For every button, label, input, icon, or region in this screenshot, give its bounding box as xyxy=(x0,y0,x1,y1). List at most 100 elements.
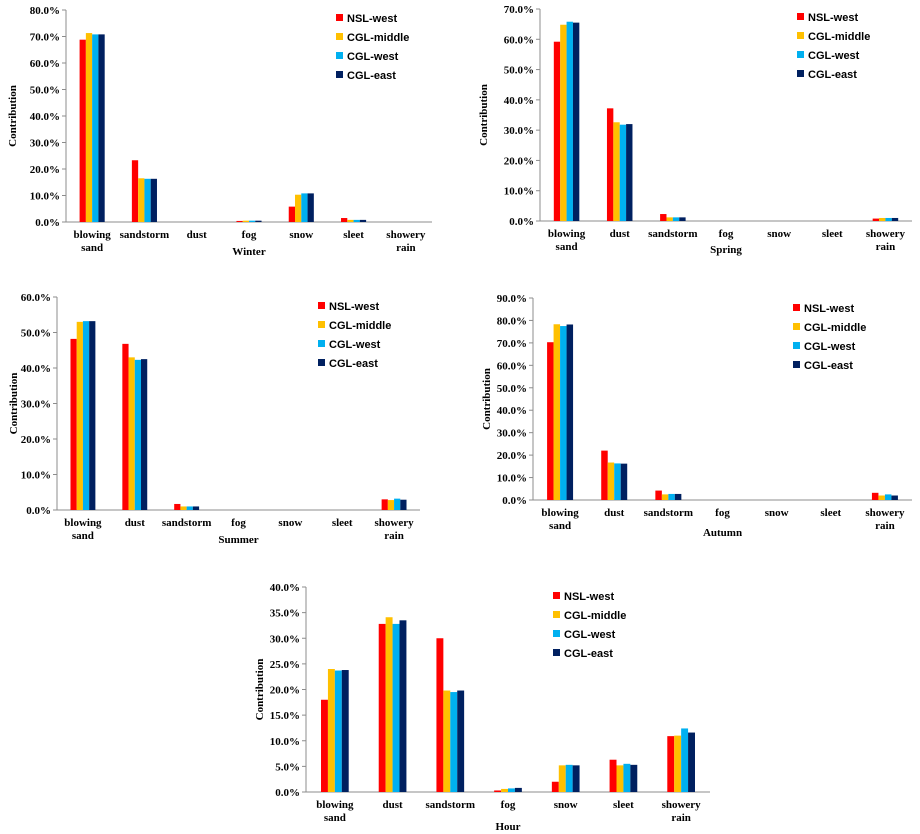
y-tick-label: 20.0% xyxy=(497,450,527,462)
y-tick-label: 0.0% xyxy=(509,216,534,228)
y-tick-label: 5.0% xyxy=(275,761,300,773)
bar-cgl-west-1 xyxy=(619,124,627,221)
legend-swatch-nsl-west xyxy=(797,13,804,20)
bar-cgl-middle-0 xyxy=(560,24,567,222)
chart-panel-1: 0.0% 10.0% 20.0% 30.0% 40.0% 50.0% 60.0% 70.0% C… xyxy=(478,4,912,256)
bar-cgl-east-3 xyxy=(255,220,262,222)
x-tick-label: sandstorm xyxy=(162,517,212,529)
bar-cgl-middle-3 xyxy=(242,220,249,222)
bar-cgl-middle-6 xyxy=(878,495,885,500)
y-tick-label: 50.0% xyxy=(21,328,51,340)
y-tick-label: 40.0% xyxy=(30,111,60,123)
bar-nsl-west-6 xyxy=(381,499,388,510)
x-tick-label: showery rain xyxy=(865,507,905,532)
x-tick-label: dust xyxy=(125,517,146,529)
legend-label-cgl-middle: CGL-middle xyxy=(347,32,409,44)
chart-panel-4: 0.0% 5.0% 10.0% 15.0% 20.0% 25.0% 30.0% 35.0% 40… xyxy=(254,582,710,833)
bar-cgl-west-0 xyxy=(560,326,567,500)
bar-cgl-middle-1 xyxy=(128,357,135,510)
bar-cgl-east-1 xyxy=(399,620,407,792)
bar-cgl-west-0 xyxy=(334,670,342,792)
x-tick-label: fog xyxy=(715,507,730,519)
legend-swatch-cgl-west xyxy=(318,340,325,347)
x-tick-label: blowing sand xyxy=(548,228,586,253)
y-tick-label: 10.0% xyxy=(21,470,51,482)
bar-cgl-east-2 xyxy=(192,506,200,510)
legend-label-cgl-east: CGL-east xyxy=(347,70,396,82)
bar-cgl-west-5 xyxy=(623,763,631,792)
legend-label-cgl-east: CGL-east xyxy=(804,360,853,372)
bar-nsl-west-4 xyxy=(288,206,296,222)
bar-cgl-west-2 xyxy=(450,692,458,792)
legend-swatch-cgl-middle xyxy=(553,611,560,618)
x-tick-label: dust xyxy=(187,229,208,241)
chart-panel-0: 0.0% 10.0% 20.0% 30.0% 40.0% 50.0% 60.0% 70.0% 8… xyxy=(7,5,432,258)
legend-label-cgl-west: CGL-west xyxy=(564,629,616,641)
x-tick-label: snow xyxy=(289,229,313,241)
bar-cgl-middle-1 xyxy=(607,462,615,500)
bar-nsl-west-2 xyxy=(436,638,444,792)
y-tick-label: 40.0% xyxy=(270,582,300,594)
bar-nsl-west-6 xyxy=(872,218,880,221)
legend-swatch-cgl-west xyxy=(553,630,560,637)
bar-cgl-east-5 xyxy=(359,219,367,222)
x-tick-label: fog xyxy=(242,229,257,241)
bar-cgl-east-0 xyxy=(89,321,96,510)
bar-nsl-west-6 xyxy=(667,736,675,792)
bar-nsl-west-3 xyxy=(236,220,243,222)
y-axis-title: Contribution xyxy=(481,368,493,430)
y-tick-label: 40.0% xyxy=(504,95,534,107)
bar-cgl-west-0 xyxy=(566,21,573,221)
bar-cgl-west-3 xyxy=(249,220,256,222)
legend-swatch-nsl-west xyxy=(553,592,560,599)
legend-swatch-cgl-east xyxy=(318,359,325,366)
bar-nsl-west-0 xyxy=(553,41,561,221)
bar-nsl-west-0 xyxy=(547,342,554,500)
legend-swatch-cgl-west xyxy=(797,51,804,58)
bar-cgl-east-6 xyxy=(891,495,898,500)
legend-label-cgl-east: CGL-east xyxy=(329,358,378,370)
legend-swatch-cgl-west xyxy=(793,342,800,349)
y-tick-label: 60.0% xyxy=(497,360,527,372)
y-tick-label: 25.0% xyxy=(270,659,300,671)
bar-cgl-east-0 xyxy=(566,324,574,500)
legend-label-cgl-west: CGL-west xyxy=(347,51,399,63)
bar-cgl-east-1 xyxy=(141,359,148,510)
bar-nsl-west-1 xyxy=(601,450,608,500)
bar-nsl-west-5 xyxy=(341,218,348,222)
bar-cgl-middle-5 xyxy=(616,765,624,792)
legend-swatch-cgl-east xyxy=(797,70,804,77)
y-tick-label: 35.0% xyxy=(270,608,300,620)
bar-cgl-west-6 xyxy=(884,494,892,500)
bar-nsl-west-0 xyxy=(79,39,86,223)
legend-label-nsl-west: NSL-west xyxy=(564,591,614,603)
y-tick-label: 20.0% xyxy=(504,155,534,167)
chart-panel-3: 0.0% 10.0% 20.0% 30.0% 40.0% 50.0% 60.0% 70.0% 8… xyxy=(481,293,912,539)
bar-cgl-west-0 xyxy=(92,34,99,222)
bar-nsl-west-2 xyxy=(174,503,181,510)
bar-nsl-west-2 xyxy=(655,490,662,500)
x-tick-label: blowing sand xyxy=(316,799,354,824)
bar-nsl-west-1 xyxy=(606,108,614,221)
y-tick-label: 10.0% xyxy=(504,186,534,198)
legend-label-cgl-west: CGL-west xyxy=(329,339,381,351)
bar-cgl-middle-0 xyxy=(553,324,561,500)
y-tick-label: 20.0% xyxy=(30,164,60,176)
x-tick-label: showery rain xyxy=(866,228,906,253)
bar-cgl-middle-3 xyxy=(501,788,508,792)
x-tick-label: showery rain xyxy=(386,229,426,254)
bar-cgl-west-1 xyxy=(134,359,142,510)
legend-swatch-nsl-west xyxy=(318,302,325,309)
x-tick-label: dust xyxy=(610,228,631,240)
y-tick-label: 0.0% xyxy=(275,787,300,799)
bar-cgl-west-1 xyxy=(614,463,621,500)
bar-cgl-middle-6 xyxy=(387,500,395,510)
bar-cgl-middle-5 xyxy=(347,219,354,222)
x-tick-label: showery rain xyxy=(375,517,415,542)
bar-nsl-west-4 xyxy=(551,781,559,792)
legend-label-cgl-west: CGL-west xyxy=(804,341,856,353)
legend-label-nsl-west: NSL-west xyxy=(329,301,379,313)
x-tick-label: sandstorm xyxy=(120,229,170,241)
bar-cgl-west-3 xyxy=(508,788,515,792)
bar-cgl-middle-1 xyxy=(613,122,620,221)
